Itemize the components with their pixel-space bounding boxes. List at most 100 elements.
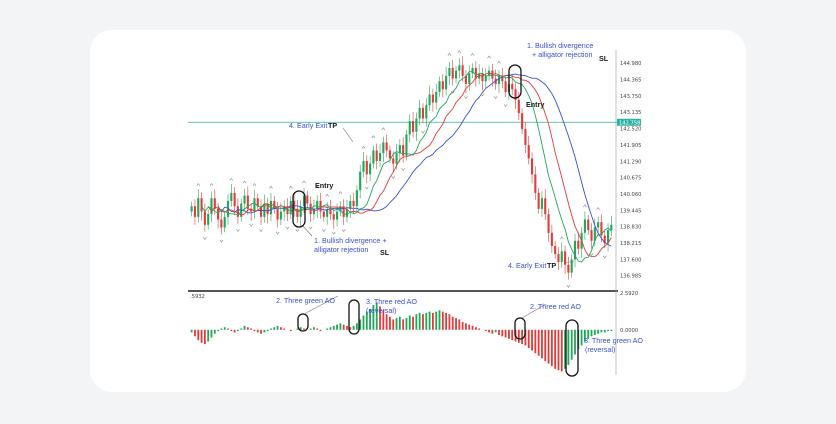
candle — [276, 201, 279, 228]
candle — [587, 214, 590, 235]
pointer-ao-red-right — [521, 303, 547, 319]
ao-histogram — [190, 302, 613, 372]
candle — [474, 61, 477, 87]
fractal-down-marker — [480, 93, 485, 97]
candle — [544, 189, 547, 221]
alligator-teeth-line — [207, 72, 612, 258]
candle — [415, 112, 418, 141]
candle — [296, 199, 299, 223]
candle — [431, 88, 434, 112]
highlight-oval-top-right — [508, 64, 522, 99]
candle — [573, 233, 577, 268]
fractal-down-marker — [589, 253, 594, 256]
fractal-down-marker — [249, 223, 253, 227]
candle — [217, 203, 220, 229]
ao-red-left-reversal: (reversal) — [366, 306, 396, 315]
candle — [342, 199, 345, 225]
ao-left-tick: .5932 — [190, 294, 205, 300]
take-profit-top-label: TP — [328, 121, 337, 130]
candle — [213, 189, 216, 215]
fractal-up-marker — [381, 127, 386, 131]
annotation-pointers — [302, 127, 575, 319]
candle — [583, 211, 586, 240]
price-tick-label: 138.830 — [620, 225, 641, 231]
candle — [352, 192, 355, 214]
candle — [421, 103, 425, 124]
candle — [560, 242, 563, 268]
candle — [428, 85, 431, 112]
candle — [534, 166, 537, 200]
fractal-down-marker — [421, 130, 425, 134]
candle — [259, 199, 263, 225]
candle — [365, 155, 368, 184]
candle — [369, 155, 372, 182]
candle — [372, 145, 375, 169]
candle — [283, 200, 286, 221]
candle — [564, 245, 567, 274]
candle — [250, 203, 253, 221]
candle — [554, 241, 557, 259]
fractal-up-marker — [583, 204, 587, 208]
fractal-down-marker — [219, 239, 224, 243]
price-tick-label: 144.365 — [620, 78, 641, 84]
highlight-oval-ao-green — [297, 313, 309, 332]
ao-green-right-label: 3. Three green AO — [584, 336, 643, 345]
candle — [567, 256, 570, 280]
fractal-down-marker — [450, 90, 455, 94]
candle — [577, 231, 580, 255]
price-tick-label: 144.980 — [620, 61, 641, 67]
candle — [299, 200, 302, 226]
price-tick-label: 138.215 — [620, 241, 641, 247]
ao-red-left-label: 3. Three red AO — [366, 297, 417, 306]
signal-top-title: 1. Bullish divergence — [527, 41, 593, 50]
current-price-tag — [617, 118, 641, 126]
price-tick-label: 142.520 — [620, 127, 641, 133]
fractal-down-marker — [364, 186, 369, 190]
candle — [332, 208, 335, 229]
candle — [484, 67, 487, 89]
candle — [256, 193, 259, 212]
candle — [471, 63, 474, 79]
candle — [398, 139, 401, 163]
fractal-up-marker — [209, 183, 214, 186]
candle — [243, 188, 246, 212]
price-tick-label: 140.675 — [620, 176, 641, 182]
candle — [408, 114, 411, 143]
candle — [385, 134, 388, 158]
entry-left-label: Entry — [315, 181, 333, 190]
annotations: 1. Bullish divergence + alligator reject… — [276, 41, 643, 354]
ao-axis: 2.5920 0.0000 .5932 — [190, 291, 638, 334]
highlight-oval-ao-red-left — [348, 299, 360, 335]
fractal-up-marker — [288, 185, 293, 189]
candle — [207, 209, 210, 230]
fractal-up-marker — [269, 185, 273, 189]
price-tick-label: 140.060 — [620, 192, 641, 198]
candle — [226, 193, 230, 225]
candle — [355, 185, 358, 212]
candle — [570, 254, 573, 278]
fractals-group — [196, 50, 607, 288]
early-exit-top-label: 4. Early Exit — [289, 121, 327, 130]
candle — [603, 230, 606, 249]
candle — [454, 65, 458, 84]
price-tick-label: 136.985 — [620, 274, 641, 280]
price-tick-label: 141.905 — [620, 143, 641, 149]
fractal-down-marker — [391, 175, 396, 179]
candle — [481, 67, 484, 91]
fractal-down-marker — [341, 229, 346, 232]
candle — [501, 67, 504, 89]
ao-tick-top: 2.5920 — [620, 291, 638, 297]
candle — [557, 247, 560, 271]
price-axis: 144.980 144.365 143.750 143.135 142.520 141.9… — [617, 61, 641, 280]
price-tick-label: 143.750 — [620, 94, 641, 100]
fractal-up-marker — [252, 183, 257, 186]
candle — [524, 122, 527, 154]
candle — [530, 152, 534, 184]
fractal-down-marker — [401, 167, 405, 171]
fractal-up-marker — [196, 183, 201, 186]
candle — [445, 66, 448, 96]
candle — [302, 187, 306, 214]
fractal-up-marker — [229, 177, 234, 181]
take-profit-bottom-label: TP — [547, 261, 556, 270]
highlight-oval-entry-left — [292, 190, 306, 228]
